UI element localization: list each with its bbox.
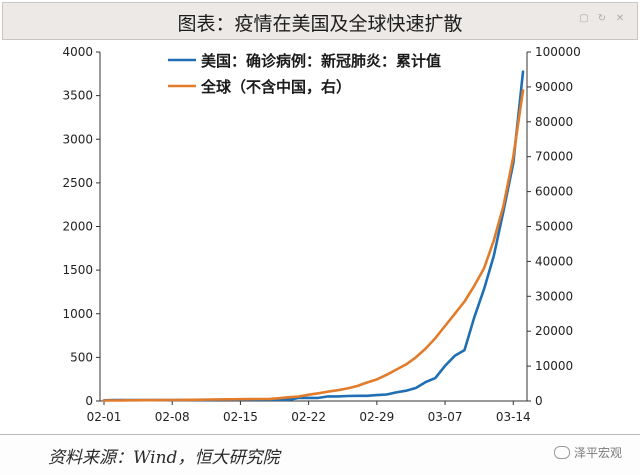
y-right-tick-label: 50000 xyxy=(535,220,573,234)
series-line-1 xyxy=(102,70,525,402)
wechat-icon xyxy=(553,446,570,459)
x-tick-label: 02-08 xyxy=(155,410,190,424)
refresh-icon[interactable]: ↻ xyxy=(597,13,607,24)
x-tick-label: 02-22 xyxy=(291,410,326,424)
y-left-tick-label: 4000 xyxy=(62,45,93,59)
legend-label-1: 美国：确诊病例：新冠肺炎：累计值 xyxy=(201,52,441,70)
source-note: 资料来源：Wind，恒大研究院 xyxy=(48,448,280,468)
x-tick-label: 02-29 xyxy=(359,410,394,424)
y-left-tick-label: 1000 xyxy=(62,307,93,321)
x-tick-label: 03-14 xyxy=(496,410,531,424)
watermark: 泽平宏观 xyxy=(553,444,622,461)
y-right-tick-label: 10000 xyxy=(535,359,573,373)
close-icon[interactable]: ✕ xyxy=(615,13,625,24)
y-right-tick-label: 80000 xyxy=(535,115,573,129)
x-tick-label: 03-07 xyxy=(428,410,463,424)
legend-label-2: 全球（不含中国，右） xyxy=(200,78,351,96)
y-right-tick-label: 30000 xyxy=(535,289,573,303)
y-right-tick-label: 60000 xyxy=(535,185,573,199)
y-right-tick-label: 0 xyxy=(535,394,543,408)
y-left-tick-label: 0 xyxy=(85,394,93,408)
window-controls: ▢ ↻ ✕ xyxy=(577,12,627,26)
y-right-tick-label: 100000 xyxy=(535,45,581,59)
square-icon[interactable]: ▢ xyxy=(579,13,589,24)
title-bar: 图表：疫情在美国及全球快速扩散 ▢ ↻ ✕ xyxy=(2,2,638,40)
y-left-tick-label: 3500 xyxy=(62,89,93,103)
y-right-tick-label: 90000 xyxy=(535,80,573,94)
watermark-label: 泽平宏观 xyxy=(573,446,622,460)
y-right-tick-label: 70000 xyxy=(535,150,573,164)
x-tick-label: 02-01 xyxy=(87,410,122,424)
footer: 资料来源：Wind，恒大研究院 泽平宏观 xyxy=(0,434,640,475)
y-left-tick-label: 2500 xyxy=(62,176,93,190)
chart-canvas: 0500100015002000250030003500400001000020… xyxy=(62,45,581,424)
series-line-2 xyxy=(102,89,525,402)
y-right-tick-label: 20000 xyxy=(535,324,573,338)
y-left-tick-label: 2000 xyxy=(62,220,93,234)
chart-title: 图表：疫情在美国及全球快速扩散 xyxy=(177,13,463,35)
y-left-tick-label: 1500 xyxy=(62,263,93,277)
y-left-tick-label: 500 xyxy=(70,350,93,364)
y-right-tick-label: 40000 xyxy=(535,254,573,268)
y-left-tick-label: 3000 xyxy=(62,132,93,146)
x-tick-label: 02-15 xyxy=(223,410,258,424)
